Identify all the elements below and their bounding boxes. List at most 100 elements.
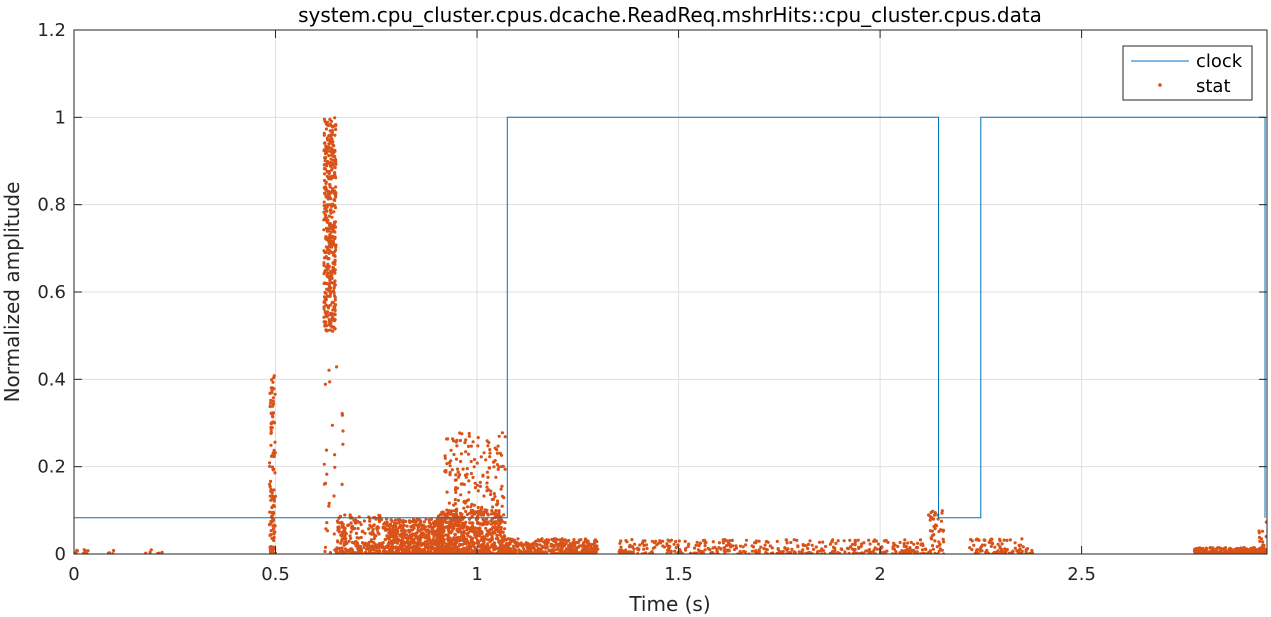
stat-point [348, 551, 353, 554]
stat-point [744, 543, 748, 547]
stat-point [458, 511, 462, 515]
stat-point [269, 386, 273, 390]
stat-point [546, 541, 550, 545]
stat-point [322, 204, 326, 208]
stat-point [651, 546, 655, 550]
stat-point [859, 544, 863, 549]
stat-point [641, 539, 646, 543]
stat-point [438, 523, 442, 527]
stat-point [445, 508, 449, 512]
stat-point [495, 451, 499, 455]
stat-point [465, 505, 470, 509]
stat-point [469, 444, 473, 448]
stat-point [344, 532, 348, 536]
stat-point [333, 148, 337, 153]
stat-point [385, 534, 389, 538]
stat-point [909, 551, 913, 554]
stat-point [450, 538, 454, 542]
stat-point [872, 548, 876, 552]
stat-point [765, 548, 769, 552]
stat-point [902, 544, 906, 549]
stat-point [325, 161, 329, 165]
stat-point [269, 398, 273, 402]
stat-point [329, 250, 333, 254]
stat-point [533, 550, 538, 554]
stat-point [898, 540, 902, 545]
stat-point [1005, 538, 1009, 543]
stat-point [692, 546, 697, 550]
stat-point [490, 509, 494, 513]
stat-point [341, 442, 345, 446]
stat-point [568, 542, 572, 546]
stat-point [453, 532, 457, 537]
stat-point [697, 544, 701, 548]
stat-point [353, 518, 358, 522]
stat-point [464, 475, 468, 479]
stat-point [342, 541, 346, 545]
stat-point [333, 453, 337, 457]
stat-point [381, 549, 385, 553]
stat-point [332, 229, 336, 233]
stat-point [364, 547, 369, 551]
stat-point [466, 452, 471, 456]
stat-point [447, 548, 451, 552]
stat-point [324, 127, 328, 131]
stat-point [268, 401, 273, 405]
stat-point [462, 521, 466, 526]
stat-point [393, 540, 397, 545]
stat-point [367, 540, 371, 545]
stat-point [968, 546, 972, 550]
stat-point [929, 536, 933, 540]
stat-point [687, 542, 691, 546]
stat-point [538, 538, 542, 543]
stat-point [481, 535, 486, 539]
stat-point [468, 541, 472, 545]
stat-point [323, 324, 327, 328]
stat-point [852, 548, 856, 552]
stat-point [329, 230, 333, 234]
stat-point [633, 542, 637, 546]
stat-point [622, 549, 626, 554]
stat-point [391, 532, 395, 536]
stat-point [402, 533, 406, 538]
stat-point [843, 550, 847, 554]
stat-point [469, 505, 473, 509]
stat-point [757, 539, 761, 543]
stat-point [454, 490, 458, 494]
stat-point [763, 543, 767, 547]
stat-point [354, 544, 358, 548]
stat-point [394, 535, 398, 540]
stat-point [467, 479, 471, 483]
stat-point [342, 543, 346, 547]
stat-point [341, 429, 345, 433]
stat-point [414, 546, 418, 550]
stat-point [465, 528, 469, 532]
stat-point [160, 550, 164, 554]
stat-point [1261, 540, 1265, 544]
stat-point [482, 451, 486, 455]
stat-point [410, 540, 414, 544]
stat-point [429, 539, 433, 543]
stat-point [333, 306, 337, 310]
stat-point [492, 548, 496, 552]
stat-point [460, 534, 464, 538]
stat-point [422, 533, 426, 537]
stat-point [454, 473, 458, 477]
stat-point [354, 531, 359, 536]
stat-point [463, 441, 467, 445]
stat-point [346, 523, 350, 528]
stat-point [329, 208, 333, 212]
stat-point [401, 543, 405, 547]
stat-point [724, 539, 729, 543]
stat-point [329, 211, 333, 215]
stat-point [451, 437, 455, 441]
stat-point [491, 531, 496, 535]
stat-series [74, 116, 1267, 554]
stat-point [666, 538, 670, 542]
stat-point [666, 548, 670, 552]
stat-point [503, 435, 507, 439]
stat-point [368, 519, 372, 523]
stat-point [485, 534, 489, 538]
stat-point [828, 542, 833, 546]
x-tick-label: 2.5 [1067, 564, 1096, 585]
